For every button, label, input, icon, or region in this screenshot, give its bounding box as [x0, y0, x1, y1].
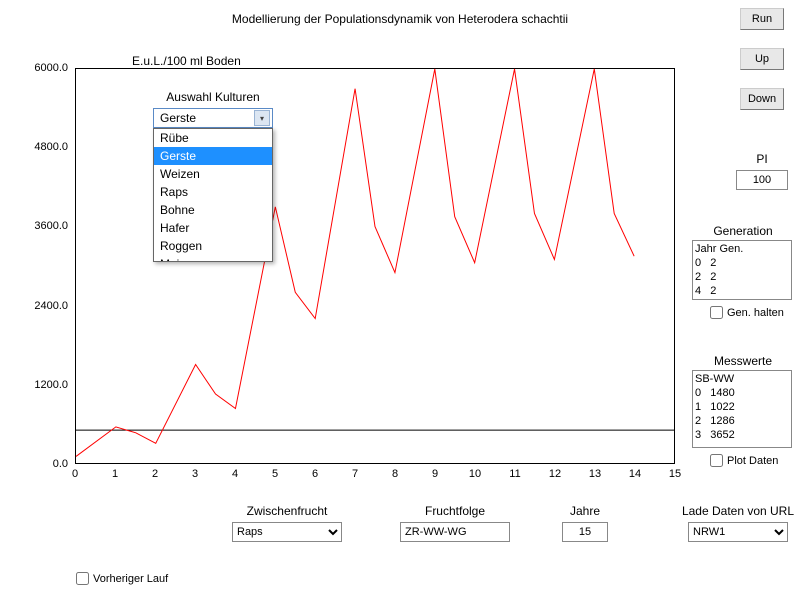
- culture-option[interactable]: Bohne: [154, 201, 272, 219]
- x-tick-label: 1: [112, 468, 118, 480]
- culture-option[interactable]: Gerste: [154, 147, 272, 165]
- culture-option[interactable]: Hafer: [154, 219, 272, 237]
- culture-option[interactable]: Weizen: [154, 165, 272, 183]
- down-button[interactable]: Down: [740, 88, 784, 110]
- chevron-down-icon[interactable]: ▾: [254, 110, 270, 126]
- messwerte-row[interactable]: 2 1286: [695, 414, 789, 428]
- y-tick-label: 4800.0: [18, 141, 68, 153]
- x-tick-label: 5: [272, 468, 278, 480]
- x-tick-label: 8: [392, 468, 398, 480]
- y-tick-label: 6000.0: [18, 62, 68, 74]
- y-axis-label: E.u.L./100 ml Boden: [132, 54, 241, 68]
- page-title: Modellierung der Populationsdynamik von …: [200, 12, 600, 26]
- pi-label: PI: [740, 152, 784, 166]
- x-tick-label: 15: [669, 468, 681, 480]
- fruchtfolge-label: Fruchtfolge: [400, 504, 510, 518]
- x-tick-label: 10: [469, 468, 481, 480]
- messwerte-label: Messwerte: [698, 354, 788, 368]
- plot-daten-checkbox[interactable]: Plot Daten: [710, 454, 778, 467]
- x-tick-label: 4: [232, 468, 238, 480]
- culture-dropdown[interactable]: Auswahl Kulturen Gerste ▾ RübeGersteWeiz…: [153, 90, 273, 262]
- zwischenfrucht-select[interactable]: Raps: [232, 522, 342, 542]
- generation-header: Jahr Gen.: [695, 242, 789, 256]
- gen-halten-checkbox[interactable]: Gen. halten: [710, 306, 784, 319]
- x-tick-label: 2: [152, 468, 158, 480]
- lade-url-select[interactable]: NRW1: [688, 522, 788, 542]
- vorheriger-lauf-label: Vorheriger Lauf: [93, 573, 168, 585]
- x-tick-label: 13: [589, 468, 601, 480]
- generation-row[interactable]: 2 2: [695, 270, 789, 284]
- y-tick-label: 0.0: [18, 458, 68, 470]
- plot-daten-label: Plot Daten: [727, 455, 778, 467]
- culture-dropdown-label: Auswahl Kulturen: [153, 90, 273, 104]
- x-tick-label: 0: [72, 468, 78, 480]
- pi-input[interactable]: [736, 170, 788, 190]
- messwerte-row[interactable]: 1 1022: [695, 400, 789, 414]
- x-tick-label: 7: [352, 468, 358, 480]
- messwerte-row[interactable]: 0 1480: [695, 386, 789, 400]
- generation-label: Generation: [698, 224, 788, 238]
- y-tick-label: 3600.0: [18, 220, 68, 232]
- y-tick-label: 1200.0: [18, 379, 68, 391]
- culture-option[interactable]: Mais: [154, 255, 272, 261]
- messwerte-listbox[interactable]: SB-WW 0 14801 10222 12863 3652: [692, 370, 792, 448]
- gen-halten-label: Gen. halten: [727, 307, 784, 319]
- lade-url-label: Lade Daten von URL: [678, 504, 798, 518]
- x-tick-label: 14: [629, 468, 641, 480]
- up-button[interactable]: Up: [740, 48, 784, 70]
- messwerte-row[interactable]: 3 3652: [695, 428, 789, 442]
- x-tick-label: 11: [509, 468, 520, 480]
- culture-dropdown-field[interactable]: Gerste ▾: [153, 108, 273, 128]
- jahre-label: Jahre: [555, 504, 615, 518]
- run-button[interactable]: Run: [740, 8, 784, 30]
- vorheriger-lauf-checkbox[interactable]: Vorheriger Lauf: [76, 572, 168, 585]
- y-tick-label: 2400.0: [18, 300, 68, 312]
- culture-option[interactable]: Raps: [154, 183, 272, 201]
- x-tick-label: 3: [192, 468, 198, 480]
- messwerte-header: SB-WW: [695, 372, 789, 386]
- generation-row[interactable]: 0 2: [695, 256, 789, 270]
- culture-option[interactable]: Roggen: [154, 237, 272, 255]
- x-tick-label: 12: [549, 468, 561, 480]
- generation-listbox[interactable]: Jahr Gen. 0 22 24 2: [692, 240, 792, 300]
- jahre-input[interactable]: [562, 522, 608, 542]
- zwischenfrucht-label: Zwischenfrucht: [232, 504, 342, 518]
- gen-halten-input[interactable]: [710, 306, 723, 319]
- fruchtfolge-input[interactable]: [400, 522, 510, 542]
- x-tick-label: 6: [312, 468, 318, 480]
- generation-row[interactable]: 4 2: [695, 284, 789, 298]
- culture-option[interactable]: Rübe: [154, 129, 272, 147]
- x-tick-label: 9: [432, 468, 438, 480]
- vorheriger-lauf-input[interactable]: [76, 572, 89, 585]
- culture-dropdown-list[interactable]: RübeGersteWeizenRapsBohneHaferRoggenMais: [153, 128, 273, 262]
- culture-dropdown-value: Gerste: [160, 111, 196, 125]
- plot-daten-input[interactable]: [710, 454, 723, 467]
